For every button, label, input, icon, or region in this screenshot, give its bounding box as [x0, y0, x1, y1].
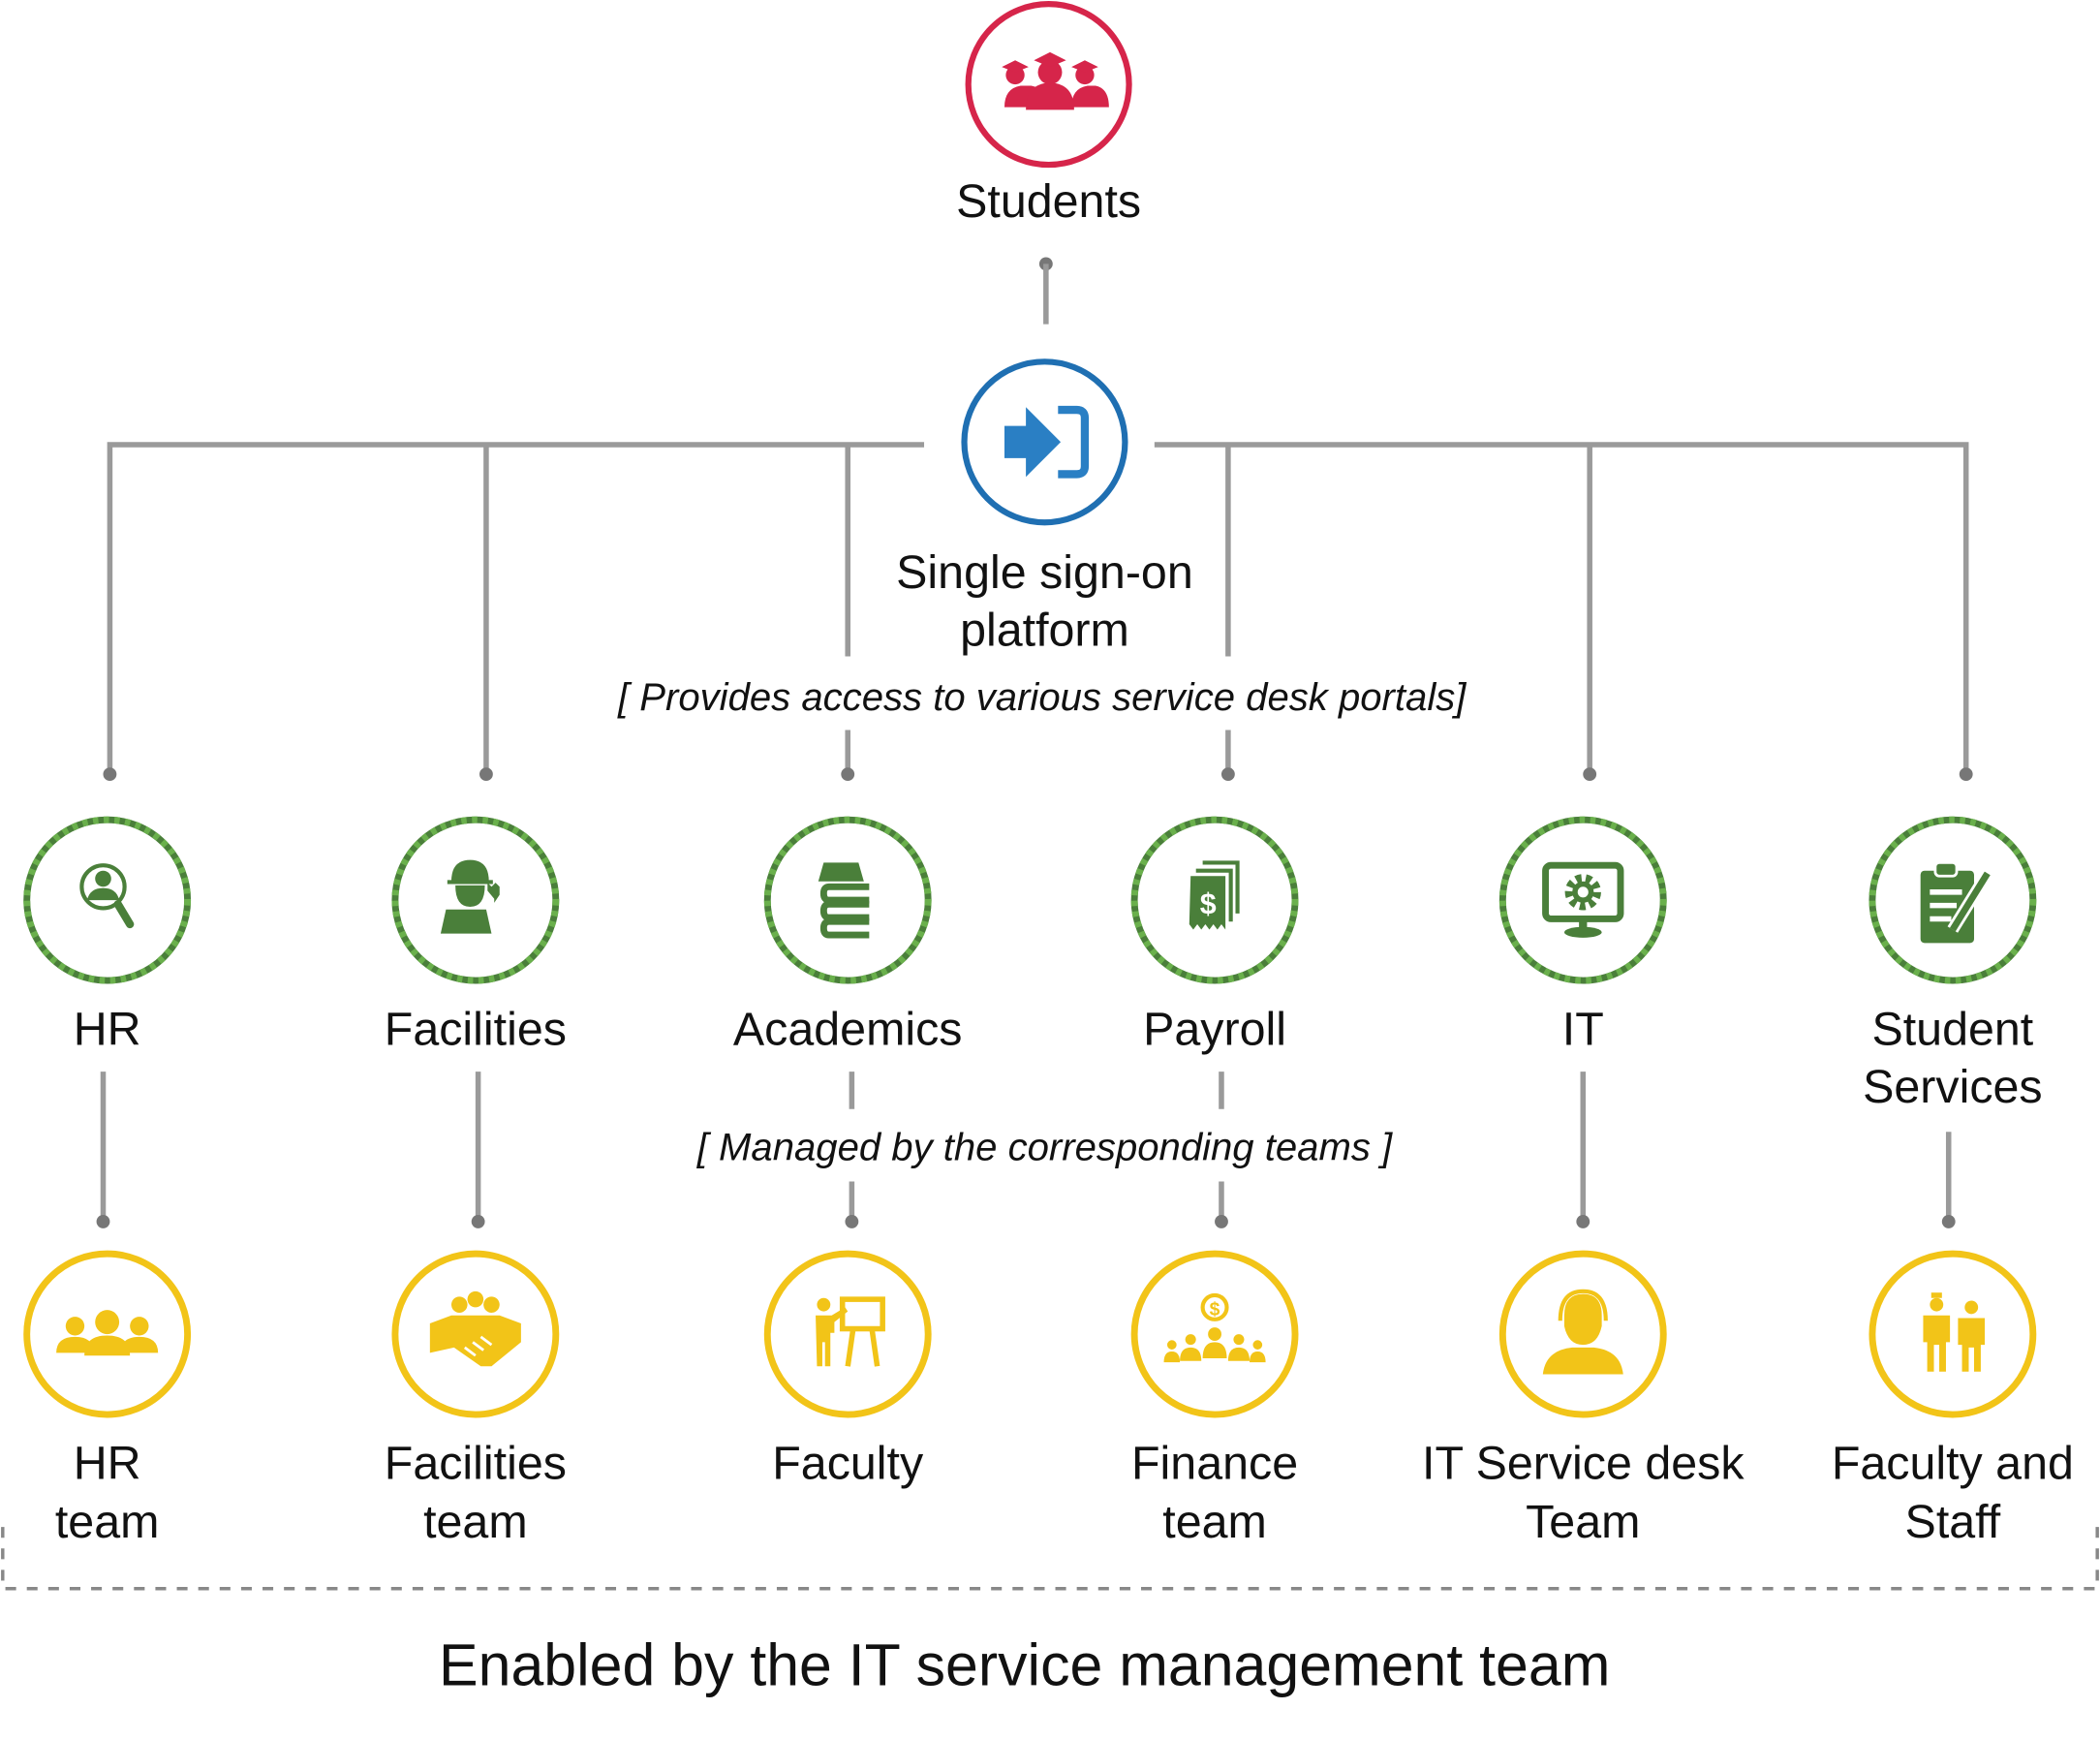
dollar-bills-icon: $	[1189, 860, 1240, 930]
books-icon	[818, 862, 870, 939]
team-node: $ Finance team	[1130, 1250, 1299, 1548]
hr-search-icon	[79, 863, 135, 929]
team-node: HR team	[23, 1250, 192, 1548]
team-label: Finance	[1131, 1437, 1298, 1489]
connector-line	[100, 1072, 1952, 1222]
teacher-board-icon	[816, 1296, 885, 1367]
portal-node[interactable]: $ Payroll	[1130, 816, 1299, 1055]
graduates-icon	[1002, 51, 1109, 110]
portals: HR HR team Facilities Facilities team Academic…	[23, 816, 2074, 1548]
clipboard-pen-icon	[1920, 861, 1993, 944]
team-label-line2: team	[423, 1496, 528, 1548]
portal-label: Student	[1871, 1003, 2033, 1055]
portal-node[interactable]: IT	[1498, 816, 1667, 1055]
team-label: IT Service desk	[1422, 1437, 1745, 1489]
team-label-line2: team	[55, 1496, 160, 1548]
worker-wrench-icon	[440, 859, 500, 938]
team-label-line2: team	[1162, 1496, 1267, 1548]
portal-label: HR	[74, 1003, 141, 1055]
portal-label-line2: Services	[1863, 1061, 2043, 1113]
team-node: Facilities team	[385, 1250, 567, 1548]
svg-text:$: $	[1200, 887, 1217, 920]
team-node: Faculty and Staff	[1832, 1250, 2074, 1548]
connectors	[96, 257, 1973, 1228]
portal-column: Student Services Faculty and Staff	[1832, 816, 2074, 1548]
monitor-gear-icon	[1542, 861, 1624, 938]
team-label: HR	[74, 1437, 141, 1489]
team-label: Faculty and	[1832, 1437, 2074, 1489]
students-node: Students	[956, 1, 1141, 228]
portal-column: Facilities Facilities team	[385, 816, 567, 1548]
connector-line	[107, 442, 1969, 775]
svg-text:$: $	[1210, 1299, 1220, 1321]
portal-column: IT IT Service desk Team	[1422, 816, 1745, 1548]
team-label: Facilities	[385, 1437, 567, 1489]
portal-label: Academics	[733, 1003, 963, 1055]
portal-node[interactable]: Student Services	[1863, 816, 2043, 1113]
connector-line	[845, 445, 1231, 775]
portal-column: HR HR team	[23, 816, 192, 1548]
sso-note: [ Provides access to various service des…	[617, 676, 1467, 719]
team-label-line2: Team	[1526, 1496, 1640, 1548]
managed-note: [ Managed by the corresponding teams ]	[696, 1126, 1393, 1168]
portal-node[interactable]: HR	[23, 816, 192, 1055]
portal-node[interactable]: Academics	[733, 816, 963, 1055]
team-node: Faculty	[763, 1250, 932, 1489]
portal-node[interactable]: Facilities	[385, 816, 567, 1055]
handshake-icon	[429, 1290, 521, 1367]
team-people-icon	[56, 1310, 159, 1356]
finance-group-icon: $	[1163, 1292, 1266, 1363]
team-label: Faculty	[772, 1437, 924, 1489]
portal-column: $ Payroll $ Finance team	[1130, 816, 1299, 1548]
footer-text: Enabled by the IT service management tea…	[439, 1631, 1610, 1697]
sso-node: Single sign-on platform [ Provides acces…	[617, 358, 1467, 719]
team-label-line2: Staff	[1905, 1496, 2001, 1548]
portal-column: Academics Faculty	[733, 816, 963, 1489]
connector-dots	[96, 1215, 1956, 1228]
sign-in-icon	[1004, 405, 1090, 479]
connector-dots	[103, 767, 1973, 782]
students-label: Students	[956, 175, 1141, 228]
headset-agent-icon	[1542, 1289, 1623, 1375]
sso-title-line2: platform	[960, 604, 1129, 656]
dashed-bracket	[1, 1527, 2099, 1591]
staff-people-icon	[1923, 1292, 1986, 1372]
sso-title-line1: Single sign-on	[896, 546, 1193, 599]
portal-label: Payroll	[1143, 1003, 1286, 1055]
team-node: IT Service desk Team	[1422, 1250, 1745, 1548]
portal-label: IT	[1562, 1003, 1604, 1055]
portal-label: Facilities	[385, 1003, 567, 1055]
